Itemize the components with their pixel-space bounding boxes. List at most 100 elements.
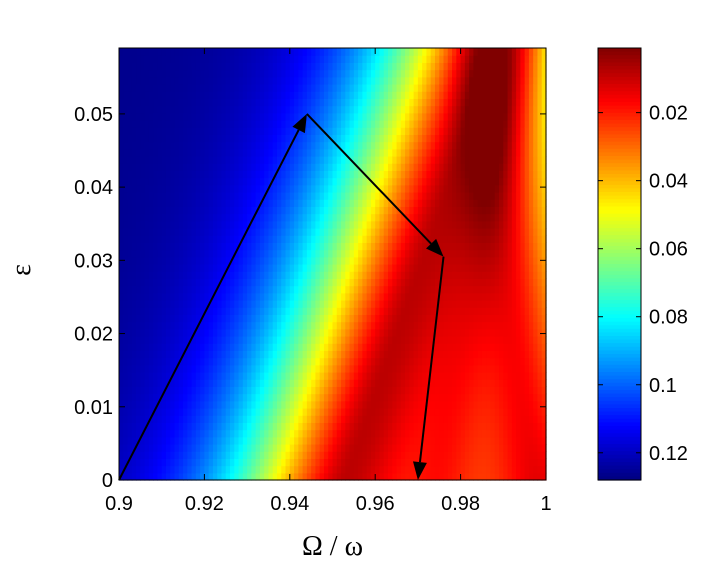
heatmap-cell <box>379 48 385 56</box>
heatmap-cell <box>170 163 176 171</box>
heatmap-cell <box>460 400 466 409</box>
heatmap-cell <box>383 62 389 71</box>
heatmap-cell <box>242 177 248 186</box>
heatmap-cell <box>119 192 124 200</box>
heatmap-cell <box>234 472 240 481</box>
heatmap-cell <box>183 328 188 337</box>
heatmap-cell <box>183 415 188 423</box>
heatmap-cell <box>396 336 402 344</box>
heatmap-cell <box>208 228 214 236</box>
heatmap-cell <box>148 213 154 222</box>
heatmap-cell <box>460 141 466 150</box>
heatmap-cell <box>276 55 282 63</box>
heatmap-cell <box>187 228 193 236</box>
heatmap-cell <box>170 98 176 107</box>
heatmap-cell <box>200 55 205 63</box>
heatmap-cell <box>255 357 261 366</box>
heatmap-cell <box>396 105 402 114</box>
heatmap-cell <box>144 271 150 279</box>
heatmap-cell <box>251 429 257 438</box>
heatmap-cell <box>456 213 462 222</box>
heatmap-cell <box>434 278 440 287</box>
heatmap-cell <box>383 84 389 92</box>
heatmap-cell <box>170 148 176 157</box>
heatmap-cell <box>187 213 193 222</box>
heatmap-cell <box>460 91 466 99</box>
heatmap-cell <box>396 271 402 279</box>
heatmap-cell <box>204 458 210 467</box>
heatmap-cell <box>191 76 197 85</box>
heatmap-cell <box>174 84 180 92</box>
heatmap-cell <box>332 372 338 380</box>
heatmap-cell <box>341 328 346 337</box>
heatmap-cell <box>238 141 244 150</box>
heatmap-cell <box>221 220 227 229</box>
heatmap-cell <box>430 134 436 143</box>
heatmap-cell <box>225 465 231 474</box>
heatmap-cell <box>417 120 423 128</box>
heatmap-cell <box>345 112 351 121</box>
heatmap-cell <box>456 408 462 416</box>
heatmap-cell <box>323 271 329 279</box>
heatmap-cell <box>315 436 321 445</box>
heatmap-cell <box>212 76 218 85</box>
heatmap-cell <box>298 184 304 193</box>
heatmap-cell <box>264 148 270 157</box>
heatmap-cell <box>268 379 274 387</box>
heatmap-cell <box>319 314 325 323</box>
heatmap-cell <box>311 84 317 92</box>
heatmap-cell <box>264 321 270 330</box>
heatmap-cell <box>259 264 265 272</box>
heatmap-cell <box>183 141 188 150</box>
heatmap-cell <box>131 436 137 445</box>
heatmap-cell <box>362 163 368 171</box>
heatmap-cell <box>285 220 291 229</box>
heatmap-cell <box>242 285 248 294</box>
heatmap-cell <box>396 264 402 272</box>
heatmap-cell <box>230 465 235 474</box>
heatmap-cell <box>144 292 150 301</box>
heatmap-cell <box>362 343 368 351</box>
heatmap-cell <box>336 76 342 85</box>
heatmap-cell <box>319 278 325 287</box>
heatmap-cell <box>460 429 466 438</box>
heatmap-cell <box>302 256 308 265</box>
heatmap-cell <box>238 364 244 373</box>
heatmap-cell <box>123 48 129 56</box>
heatmap-cell <box>247 271 252 279</box>
heatmap-cell <box>178 451 184 459</box>
heatmap-cell <box>144 76 150 85</box>
heatmap-cell <box>430 184 436 193</box>
heatmap-cell <box>148 314 154 323</box>
heatmap-cell <box>281 242 287 251</box>
heatmap-cell <box>165 184 171 193</box>
heatmap-cell <box>447 48 453 56</box>
heatmap-cell <box>405 76 410 85</box>
heatmap-cell <box>276 314 282 323</box>
heatmap-cell <box>276 69 282 78</box>
heatmap-cell <box>178 48 184 56</box>
heatmap-cell <box>174 379 180 387</box>
heatmap-cell <box>195 177 201 186</box>
heatmap-cell <box>212 177 218 186</box>
heatmap-cell <box>221 264 227 272</box>
heatmap-cell <box>430 228 436 236</box>
heatmap-cell <box>417 199 423 207</box>
heatmap-cell <box>306 177 312 186</box>
heatmap-cell <box>375 307 381 315</box>
heatmap-cell <box>400 55 406 63</box>
heatmap-cell <box>298 69 304 78</box>
heatmap-cell <box>195 220 201 229</box>
heatmap-cell <box>178 235 184 243</box>
heatmap-cell <box>328 148 334 157</box>
heatmap-cell <box>170 465 176 474</box>
heatmap-cell <box>174 336 180 344</box>
heatmap-cell <box>281 170 287 179</box>
heatmap-cell <box>311 148 317 157</box>
heatmap-cell <box>315 141 321 150</box>
heatmap-cell <box>217 436 223 445</box>
heatmap-cell <box>302 177 308 186</box>
heatmap-cell <box>174 372 180 380</box>
heatmap-cell <box>119 184 124 193</box>
heatmap-cell <box>328 256 334 265</box>
